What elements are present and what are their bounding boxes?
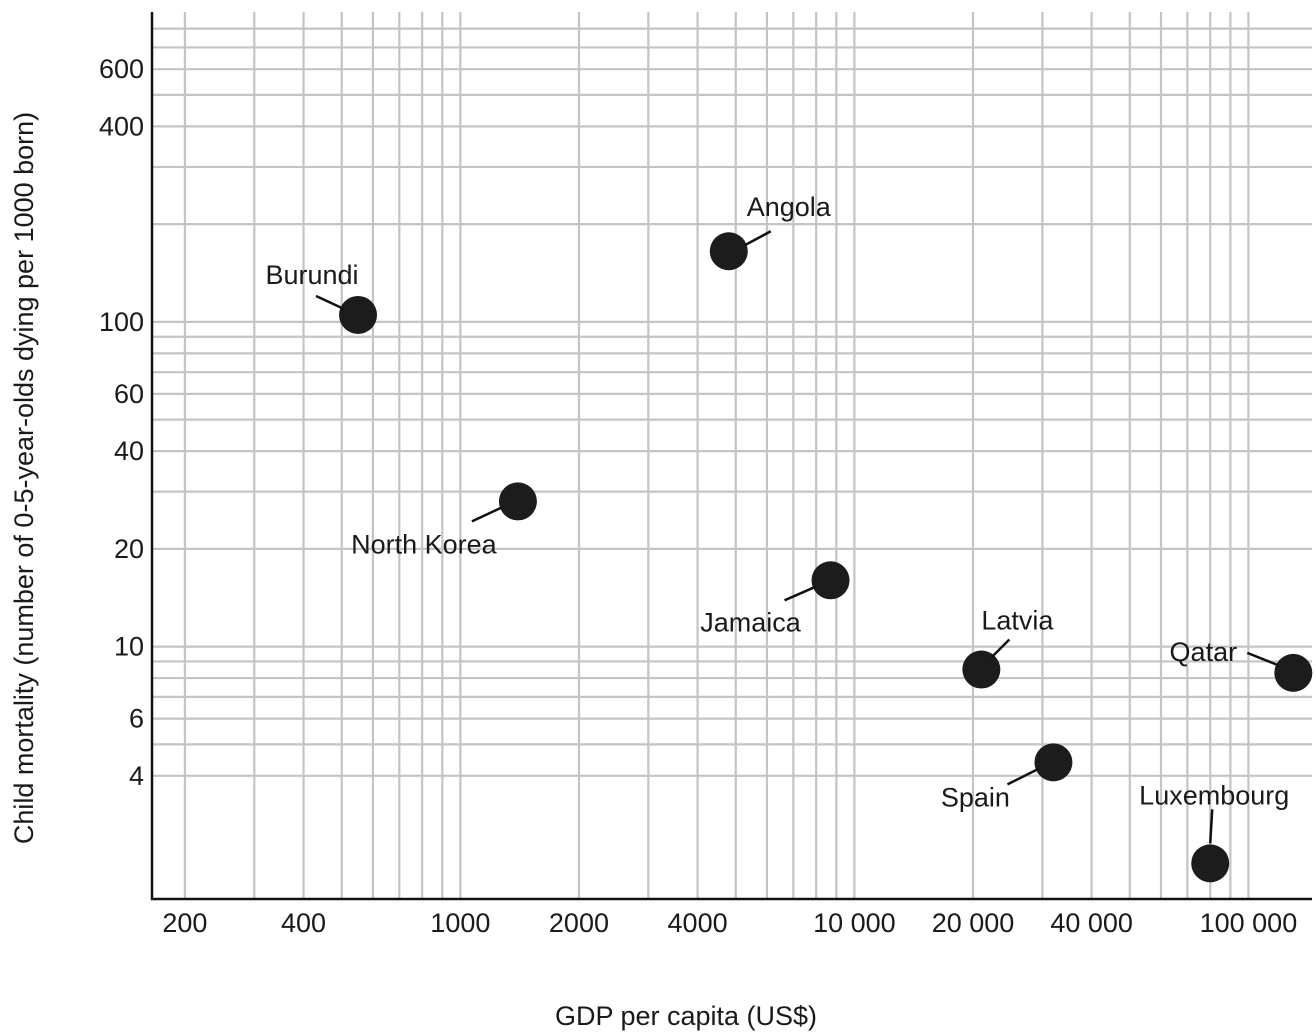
x-tick-label: 20 000: [932, 908, 1015, 938]
data-point: [1034, 743, 1073, 782]
point-label: Jamaica: [700, 607, 802, 637]
y-tick-label: 60: [114, 379, 144, 409]
point-label: Latvia: [981, 606, 1054, 636]
leader-line: [1006, 767, 1040, 786]
leader-line: [784, 585, 818, 602]
x-tick-label: 4000: [668, 908, 728, 938]
leader-line: [315, 294, 345, 311]
leader-line: [990, 638, 1011, 659]
x-tick-label: 1000: [430, 908, 490, 938]
x-tick-label: 10 000: [813, 908, 896, 938]
data-point: [962, 650, 1001, 689]
y-tick-labels: 4 6 10 20 40 60 100 400 600: [99, 54, 144, 791]
point-label: Spain: [941, 782, 1010, 812]
x-tick-label: 200: [162, 908, 207, 938]
data-point: [811, 561, 850, 600]
data-point: [339, 295, 378, 334]
y-tick-label: 4: [129, 761, 144, 791]
x-tick-labels: 200 400 1000 2000 4000 10 000 20 000 40 000 100 …: [162, 908, 1297, 938]
point-label: Burundi: [265, 260, 358, 290]
x-tick-label: 2000: [549, 908, 609, 938]
data-point: [709, 232, 748, 271]
y-tick-label: 40: [114, 436, 144, 466]
point-label: North Korea: [351, 529, 498, 559]
point-labels: Burundi Angola North Korea Jamaica Latvia Qat…: [265, 192, 1289, 844]
y-tick-label: 400: [99, 111, 144, 141]
data-point: [1274, 653, 1313, 692]
y-axis-title: Child mortality (number of 0-5-year-olds…: [9, 112, 39, 844]
x-tick-label: 40 000: [1050, 908, 1133, 938]
leader-line: [1246, 651, 1278, 667]
y-tick-label: 10: [114, 632, 144, 662]
x-tick-label: 100 000: [1200, 908, 1298, 938]
y-tick-label: 600: [99, 54, 144, 84]
point-label: Luxembourg: [1139, 780, 1289, 810]
point-label: Qatar: [1170, 637, 1238, 667]
y-tick-label: 100: [99, 307, 144, 337]
data-point: [1191, 844, 1230, 883]
point-label: Angola: [747, 192, 832, 222]
y-tick-label: 6: [129, 704, 144, 734]
axes: [150, 12, 1312, 901]
x-tick-label: 400: [281, 908, 326, 938]
leader-line: [471, 506, 503, 523]
data-point: [498, 482, 537, 521]
leader-line: [744, 230, 772, 247]
leader-line: [1208, 809, 1214, 844]
data-points: [339, 232, 1313, 883]
y-tick-label: 20: [114, 534, 144, 564]
x-axis-title: GDP per capita (US$): [555, 1001, 817, 1031]
grid-lines: [152, 12, 1312, 899]
